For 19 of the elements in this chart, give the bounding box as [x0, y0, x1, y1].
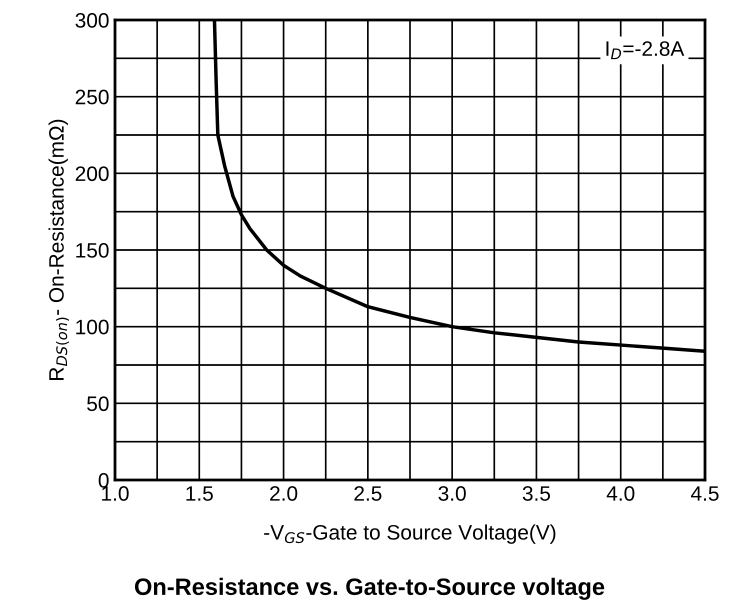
y-tick-label: 250 — [76, 90, 109, 104]
x-tick-label: 1.0 — [102, 486, 129, 501]
x-axis-title: -V$_{GS}$-Gate to Source Voltage(V) — [264, 524, 556, 544]
x-tick-label: 3.5 — [522, 486, 550, 501]
x-tick-label: 4.5 — [691, 486, 719, 501]
y-tick-label: 150 — [76, 243, 109, 258]
y-tick-label: 0 — [98, 473, 109, 488]
y-tick-label: 50 — [87, 396, 109, 412]
x-tick-label: 1.5 — [186, 486, 213, 501]
x-tick-label: 4.0 — [606, 486, 634, 501]
annotation: I$_{D}$=-2.8A — [606, 41, 684, 60]
y-tick-label: 100 — [76, 320, 109, 334]
x-tick-label: 2.0 — [270, 486, 298, 501]
x-tick-label: 3.0 — [438, 486, 466, 501]
y-tick-label: 200 — [76, 166, 109, 182]
y-axis-title: R$_{DS(on)}$- On-Resistance(mΩ) — [48, 120, 69, 380]
text: On-Resistance vs. Gate-to-Source voltage — [134, 578, 604, 600]
x-tick-label: 2.5 — [354, 486, 382, 501]
y-tick-label: 300 — [75, 13, 109, 28]
